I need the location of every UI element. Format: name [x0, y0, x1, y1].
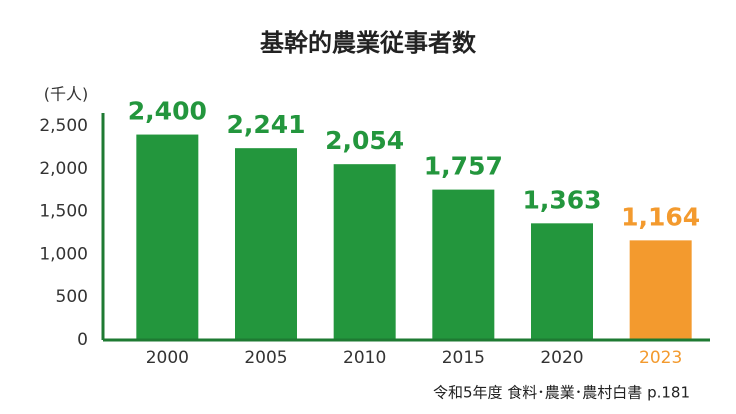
y-tick-label: 500 [56, 287, 88, 307]
value-label: 1,757 [424, 152, 503, 181]
x-tick-label: 2023 [639, 348, 682, 368]
y-axis-label: (千人) [44, 85, 89, 104]
y-tick-label: 1,000 [39, 244, 88, 264]
x-tick-label: 2000 [146, 348, 189, 368]
value-label: 2,400 [128, 97, 207, 126]
bar [136, 134, 199, 340]
bar [333, 164, 396, 340]
x-tick-label: 2005 [244, 348, 287, 368]
value-label: 2,241 [226, 110, 305, 139]
x-tick-label: 2010 [343, 348, 386, 368]
bar [432, 189, 495, 340]
value-label: 1,164 [621, 202, 700, 231]
bar [531, 223, 593, 340]
x-tick-label: 2015 [442, 348, 485, 368]
source-note: 令和5年度 食料･農業･農村白書 p.181 [433, 384, 690, 402]
bar [235, 148, 297, 340]
y-tick-label: 2,500 [39, 116, 88, 136]
y-tick-label: 2,000 [39, 159, 88, 179]
value-label: 2,054 [325, 126, 404, 155]
chart-title: 基幹的農業従事者数 [260, 29, 477, 57]
y-tick-label: 1,500 [39, 202, 88, 222]
x-tick-label: 2020 [540, 348, 583, 368]
value-label: 1,363 [522, 185, 601, 214]
bar [629, 240, 692, 340]
y-tick-label: 0 [77, 330, 88, 350]
